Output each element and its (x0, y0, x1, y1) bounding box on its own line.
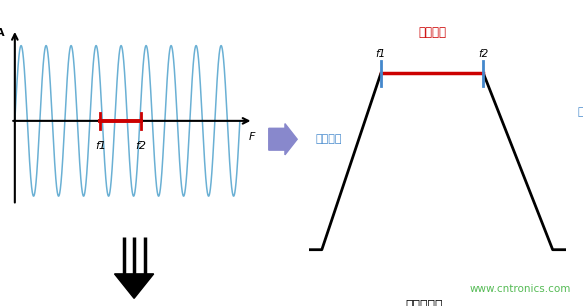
Text: 抑制频段: 抑制频段 (315, 134, 342, 144)
Polygon shape (114, 274, 154, 298)
Text: f1: f1 (95, 141, 106, 151)
Text: F: F (249, 132, 255, 142)
Text: 工作频段: 工作频段 (418, 26, 446, 39)
FancyArrow shape (269, 124, 297, 155)
Text: f1: f1 (375, 49, 386, 59)
Text: f2: f2 (478, 49, 489, 59)
Text: 滤波器响应: 滤波器响应 (406, 299, 443, 306)
Text: www.cntronics.com: www.cntronics.com (470, 284, 571, 294)
Text: A: A (0, 28, 5, 38)
Text: f2: f2 (135, 141, 146, 151)
Text: 抑制频段: 抑制频段 (578, 107, 583, 118)
